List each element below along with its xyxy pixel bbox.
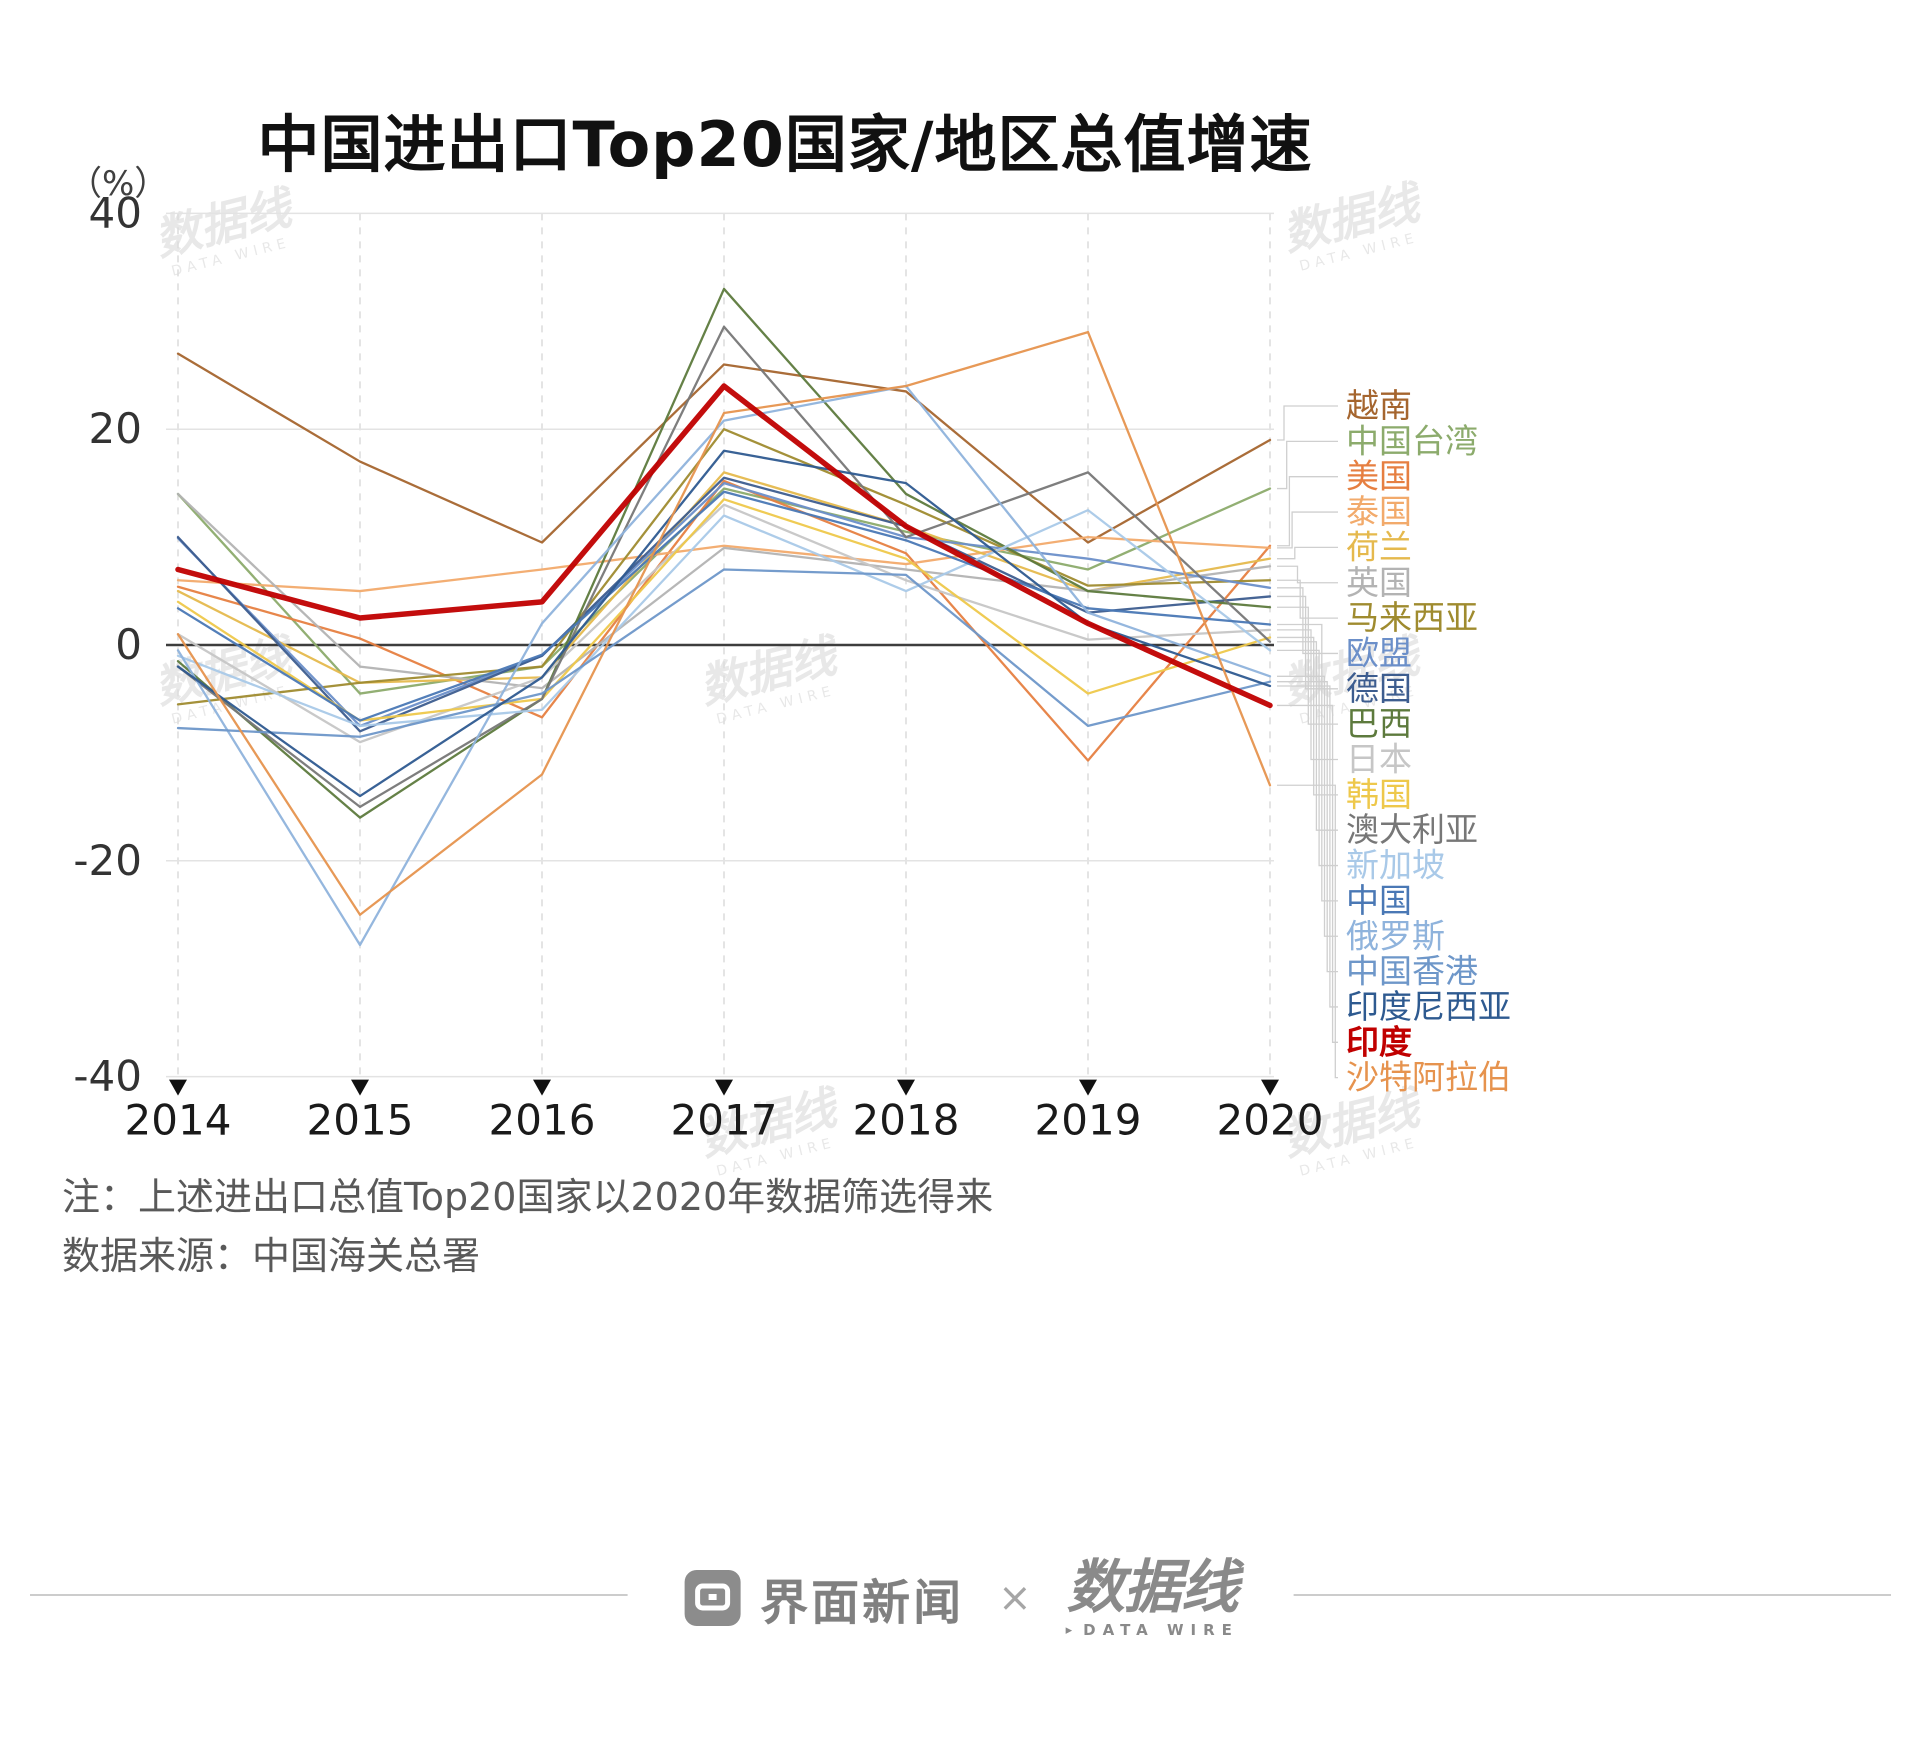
x-axis-tick-label: 2016: [489, 1096, 596, 1145]
note-line-2: 数据来源：中国海关总署: [62, 1233, 481, 1278]
legend-label-荷兰: 荷兰: [1346, 527, 1412, 566]
legend-leader-line: [1277, 685, 1338, 1008]
legend-label-中国: 中国: [1346, 881, 1412, 920]
legend-leader-line: [1277, 623, 1338, 902]
datawire-logo: 数据线 ▸ DATA WIRE: [1066, 1552, 1239, 1639]
legend-label-俄罗斯: 俄罗斯: [1346, 916, 1445, 955]
legend-label-德国: 德国: [1346, 669, 1412, 708]
legend-label-越南: 越南: [1346, 386, 1412, 425]
legend-leader-line: [1277, 587, 1338, 655]
series-line-沙特阿拉伯: [176, 330, 1272, 916]
legend-leader-line: [1277, 511, 1338, 549]
legend-label-新加坡: 新加坡: [1346, 846, 1445, 885]
y-axis-tick-label: 0: [115, 620, 142, 669]
legend-leader-line: [1277, 440, 1338, 490]
series-line-俄罗斯: [176, 384, 1272, 947]
legend-leader-line: [1277, 649, 1338, 867]
legend-leader-line: [1277, 704, 1338, 1043]
legend-label-美国: 美国: [1346, 457, 1412, 496]
legend-leader-line: [1277, 675, 1338, 937]
x-axis-tick-label: 2014: [125, 1096, 232, 1145]
series-line-马来西亚: [176, 428, 1272, 706]
legend-leader-line: [1277, 629, 1338, 761]
series-line-新加坡: [176, 508, 1272, 728]
legend-label-巴西: 巴西: [1346, 704, 1412, 743]
footer-logos: 界面新闻 × 数据线 ▸ DATA WIRE: [627, 1528, 1294, 1668]
series-line-泰国: [176, 535, 1272, 593]
series-line-澳大利亚: [176, 325, 1272, 808]
jiemian-label: 界面新闻: [760, 1575, 965, 1631]
legend-label-泰国: 泰国: [1346, 492, 1412, 531]
datawire-sub-text: DATA WIRE: [1083, 1621, 1239, 1640]
legend-leader-line: [1277, 606, 1338, 725]
legend-label-日本: 日本: [1346, 740, 1412, 779]
play-icon: ▸: [1065, 1622, 1080, 1638]
series-line-印度: [175, 383, 1273, 709]
legend-leader-line: [1277, 681, 1338, 973]
axis-tick-marker: [715, 1079, 733, 1096]
series-line-中国台湾: [176, 487, 1272, 695]
legend-leader-line: [1277, 595, 1338, 690]
axis-tick-marker: [1079, 1079, 1097, 1096]
axis-tick-marker: [533, 1079, 551, 1096]
axis-tick-marker: [351, 1079, 369, 1096]
series-line-越南: [176, 352, 1272, 544]
x-axis-tick-label: 2019: [1035, 1096, 1142, 1145]
jiemian-logo: 界面新闻: [682, 1563, 964, 1633]
legend-label-沙特阿拉伯: 沙特阿拉伯: [1346, 1058, 1511, 1097]
legend-leader-line: [1277, 641, 1338, 831]
datawire-label: 数据线: [1066, 1552, 1239, 1621]
legend-leader-line: [1277, 579, 1338, 619]
legend-label-韩国: 韩国: [1346, 775, 1412, 814]
note-line-1: 注：上述进出口总值Top20国家以2020年数据筛选得来: [62, 1175, 994, 1219]
footer: 界面新闻 × 数据线 ▸ DATA WIRE: [0, 1528, 1921, 1678]
page-title: 中国进出口Top20国家/地区总值增速: [257, 107, 1313, 181]
x-axis-tick-label: 2018: [853, 1096, 960, 1145]
series-line-中国香港: [176, 568, 1272, 738]
legend-label-印度: 印度: [1346, 1022, 1412, 1061]
y-axis-unit-label: （%）: [68, 164, 169, 204]
legend-label-欧盟: 欧盟: [1346, 633, 1412, 672]
series-line-日本: [176, 503, 1272, 744]
y-axis-tick-label: -40: [73, 1052, 142, 1101]
legend-leader-line: [1277, 784, 1338, 1079]
axis-tick-marker: [169, 1079, 187, 1096]
legend-leader-line: [1277, 476, 1338, 547]
legend-label-马来西亚: 马来西亚: [1346, 598, 1478, 637]
legend-leader-line: [1277, 636, 1338, 796]
legend-leader-line: [1277, 405, 1338, 441]
datawire-subtitle: ▸ DATA WIRE: [1066, 1621, 1239, 1639]
multiply-separator: ×: [998, 1575, 1032, 1621]
axis-tick-marker: [1261, 1079, 1279, 1096]
series-line-美国: [176, 479, 1272, 762]
legend-label-中国台湾: 中国台湾: [1346, 421, 1478, 460]
y-axis-tick-label: -20: [73, 836, 142, 885]
x-axis-tick-label: 2020: [1217, 1096, 1324, 1145]
chart-notes: 注：上述进出口总值Top20国家以2020年数据筛选得来 数据来源：中国海关总署: [62, 1168, 993, 1286]
legend-leader-line: [1277, 565, 1338, 584]
legend-label-澳大利亚: 澳大利亚: [1346, 810, 1478, 849]
series-line-中国: [176, 490, 1272, 722]
jiemian-logo-icon: [684, 1570, 741, 1626]
x-axis-tick-label: 2015: [307, 1096, 414, 1145]
x-axis-tick-label: 2017: [671, 1096, 778, 1145]
legend-leader-line: [1277, 546, 1338, 560]
series-line-巴西: [176, 287, 1272, 819]
y-axis-tick-label: 40: [89, 188, 142, 237]
legend-label-印度尼西亚: 印度尼西亚: [1346, 987, 1511, 1026]
y-axis-tick-label: 20: [89, 404, 142, 453]
legend-label-英国: 英国: [1346, 563, 1412, 602]
legend-label-中国香港: 中国香港: [1346, 952, 1478, 991]
axis-tick-marker: [897, 1079, 915, 1096]
